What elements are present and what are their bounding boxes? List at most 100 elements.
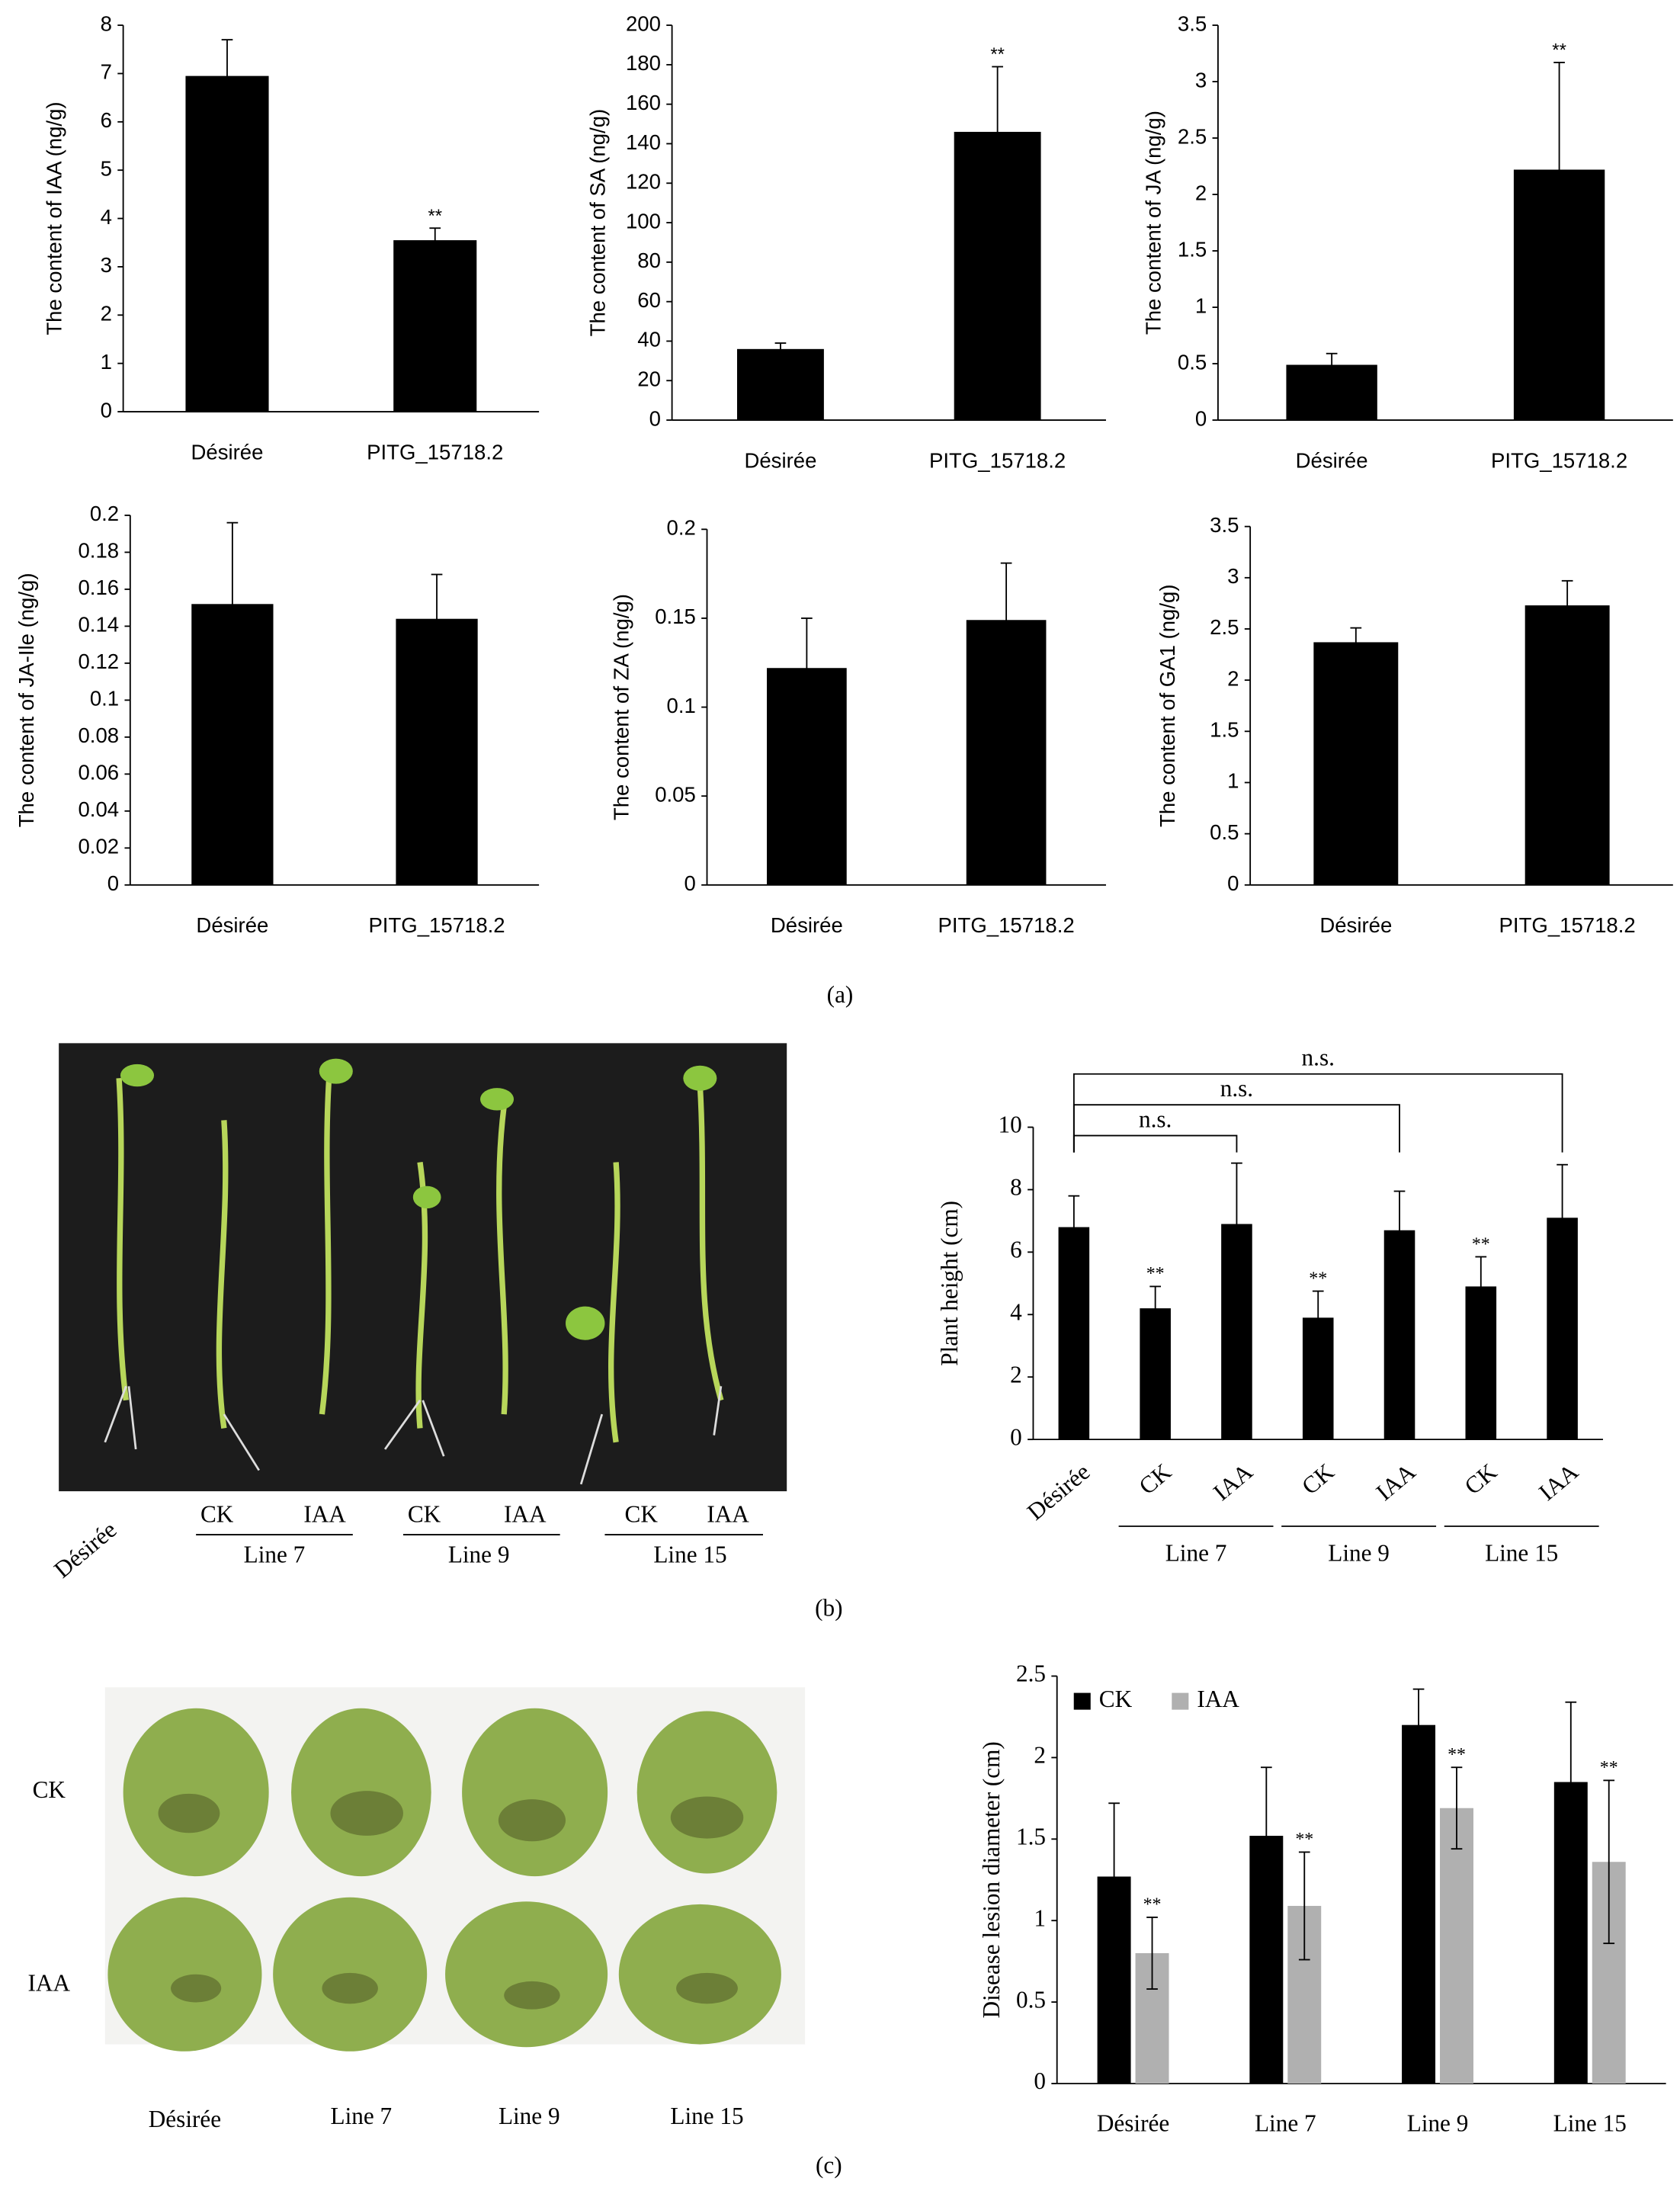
comparison-bracket	[1072, 1104, 1400, 1153]
y-tick-label: 0	[649, 406, 661, 430]
y-tick-label: 4	[1010, 1298, 1022, 1325]
bar	[185, 75, 269, 412]
leaf-photo	[104, 1687, 806, 2052]
x-tick-label: IAA	[1371, 1458, 1420, 1506]
x-tick-label: Line 9	[1407, 2109, 1469, 2136]
y-tick-label: 1	[1034, 1904, 1046, 1931]
y-tick-label: 0.02	[78, 835, 119, 858]
significance: **	[1448, 1745, 1466, 1765]
x-tick-label: Désirée	[1022, 1458, 1095, 1525]
significance: **	[1309, 1269, 1327, 1288]
y-tick-label: 1.5	[1210, 718, 1239, 742]
photo-label: Line 7	[331, 2103, 393, 2129]
photo-label: Désirée	[49, 1516, 122, 1583]
y-tick-label: 2	[1010, 1361, 1022, 1388]
y-axis-label: Disease lesion diameter (cm)	[978, 1741, 1005, 2018]
photo-label: CK	[200, 1500, 234, 1527]
y-tick-label: 200	[626, 11, 661, 35]
y-tick-label: 120	[626, 170, 661, 194]
panel-label: (a)	[827, 981, 854, 1008]
x-tick-label: Désirée	[1319, 913, 1392, 937]
x-tick-label: IAA	[1534, 1458, 1583, 1506]
photo-label: Line 15	[653, 1542, 726, 1568]
y-tick-label: 2.5	[1178, 124, 1207, 148]
y-tick-label: 0	[684, 871, 695, 895]
photo-label: CK	[33, 1776, 66, 1803]
significance: **	[1600, 1758, 1618, 1778]
chart: The content of IAA (ng/g) 0 1 2 3 4 5 6 7 8 Désiré…	[43, 11, 540, 464]
comparison-label: n.s.	[1220, 1075, 1253, 1102]
bar	[1525, 605, 1610, 885]
y-axis-label: The content of IAA (ng/g)	[43, 101, 66, 335]
y-axis-label: The content of JA (ng/g)	[1142, 111, 1165, 335]
x-tick-label: PITG_15718.2	[938, 913, 1075, 937]
y-tick-label: 0.1	[667, 694, 696, 717]
y-tick-label: 60	[637, 288, 661, 312]
y-tick-label: 0.18	[78, 539, 119, 563]
comparison-label: n.s.	[1302, 1044, 1335, 1071]
y-tick-label: 0.1	[90, 687, 119, 711]
y-tick-label: 6	[101, 108, 112, 132]
x-tick-label: Désirée	[1296, 448, 1368, 472]
significance: **	[1472, 1234, 1490, 1254]
legend-swatch	[1073, 1692, 1091, 1710]
comparison-label: n.s.	[1139, 1105, 1172, 1132]
y-tick-label: 2	[1195, 181, 1207, 204]
photo-label: IAA	[28, 1970, 71, 1997]
chart: The content of SA (ng/g) 0 20 40 60 80 100 120 1…	[585, 11, 1106, 472]
chart: Plant height (cm) 0 2 4 6 8 10 Désirée CK IAA CK IA…	[936, 1044, 1603, 1567]
bar	[1058, 1227, 1090, 1440]
chart: The content of JA-Ile (ng/g) 0 0.02 0.04 0.0…	[14, 502, 540, 937]
y-tick-label: 0.5	[1016, 1986, 1046, 2013]
y-tick-label: 4	[101, 205, 112, 229]
bar	[737, 348, 824, 421]
bar	[393, 240, 477, 412]
x-tick-label: PITG_15718.2	[1499, 913, 1636, 937]
chart: The content of JA (ng/g) 0 0.5 1 1.5 2 2.5 3 3.5…	[1142, 11, 1673, 472]
significance: **	[1295, 1830, 1313, 1849]
y-tick-label: 0.5	[1178, 350, 1207, 374]
y-tick-label: 140	[626, 130, 661, 154]
y-tick-label: 0.12	[78, 650, 119, 673]
bar	[1440, 1808, 1473, 2084]
photo-label: Line 7	[244, 1542, 306, 1568]
photo-label: CK	[625, 1500, 659, 1527]
y-axis-label: The content of ZA (ng/g)	[610, 594, 633, 820]
x-tick-label: Line 15	[1553, 2109, 1627, 2136]
photo-label: CK	[408, 1500, 441, 1527]
x-tick-label: Désirée	[1097, 2109, 1169, 2136]
x-tick-label: PITG_15718.2	[367, 440, 503, 464]
legend-label: CK	[1099, 1686, 1133, 1712]
y-tick-label: 100	[626, 209, 661, 233]
y-axis-label: Plant height (cm)	[936, 1201, 963, 1366]
group-label: Line 15	[1485, 1540, 1558, 1567]
y-tick-label: 0.14	[78, 613, 119, 637]
x-tick-label: PITG_15718.2	[368, 913, 505, 937]
photo-label: IAA	[707, 1500, 749, 1527]
y-tick-label: 3	[1227, 564, 1239, 588]
plant-photo	[59, 1043, 787, 1492]
legend-label: IAA	[1197, 1686, 1239, 1712]
photo-label: Line 9	[499, 2103, 560, 2129]
y-tick-label: 2	[101, 302, 112, 326]
y-tick-label: 0	[1010, 1423, 1022, 1450]
x-tick-label: PITG_15718.2	[1491, 448, 1627, 472]
y-tick-label: 0.5	[1210, 820, 1239, 844]
y-tick-label: 40	[637, 328, 661, 351]
y-axis-label: The content of SA (ng/g)	[585, 109, 609, 337]
y-tick-label: 7	[101, 60, 112, 84]
y-tick-label: 10	[999, 1112, 1022, 1138]
x-tick-label: Désirée	[191, 440, 264, 464]
y-tick-label: 2.5	[1016, 1660, 1046, 1687]
bar	[1402, 1724, 1436, 2084]
y-tick-label: 1	[1195, 294, 1207, 317]
y-tick-label: 2	[1034, 1742, 1046, 1769]
y-tick-label: 180	[626, 51, 661, 75]
y-tick-label: 3.5	[1178, 11, 1207, 35]
legend-swatch	[1172, 1692, 1189, 1710]
y-tick-label: 1	[101, 350, 112, 374]
significance: **	[1552, 40, 1566, 61]
x-tick-label: Désirée	[196, 913, 268, 937]
y-tick-label: 8	[101, 11, 112, 35]
